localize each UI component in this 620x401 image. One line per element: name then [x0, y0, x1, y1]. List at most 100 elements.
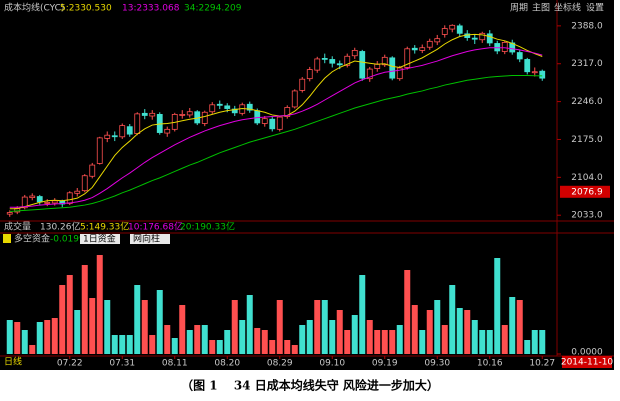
period-label: 日线: [4, 356, 22, 368]
candle-body: [396, 67, 403, 80]
candle-body: [36, 196, 43, 203]
candle-body: [164, 128, 171, 134]
candle-body: [516, 52, 523, 60]
selector[interactable]: [80, 234, 120, 244]
bar: [411, 305, 418, 354]
candle-body: [321, 58, 328, 60]
bar: [471, 320, 478, 354]
candle-body: [186, 111, 193, 116]
bar: [314, 300, 321, 354]
bar: [269, 340, 276, 354]
bar: [509, 297, 516, 354]
bar: [74, 310, 81, 354]
candle-body: [306, 69, 313, 80]
bar: [126, 335, 133, 354]
candle-body: [6, 212, 13, 215]
candle-body: [179, 114, 186, 116]
bar: [539, 330, 546, 354]
bar: [96, 255, 103, 354]
candle-body: [449, 24, 456, 30]
y-tick-label: 2246.0: [571, 97, 603, 107]
legend-entry: 34:2294.209: [184, 4, 242, 14]
bar: [516, 300, 523, 354]
x-tick-label: 10.16: [477, 359, 503, 369]
volume-value: 130.26亿: [40, 221, 81, 233]
bar: [449, 285, 456, 354]
bar: [479, 330, 486, 354]
candle-body: [359, 51, 366, 79]
cursor-date: 2014-11-10: [561, 358, 614, 368]
candle-body: [59, 200, 66, 205]
x-tick-label: 09.10: [319, 359, 345, 369]
candle-body: [96, 137, 103, 164]
bar: [396, 325, 403, 354]
bar: [134, 285, 141, 354]
candle-body: [246, 103, 253, 111]
bar: [209, 340, 216, 354]
candle-body: [66, 192, 73, 204]
selector[interactable]: [130, 234, 170, 244]
bar: [239, 320, 246, 354]
volume-ma: 10:176.68亿: [128, 221, 183, 233]
toolbar-item[interactable]: 坐标线: [554, 2, 581, 14]
volume-label: 成交量: [4, 221, 31, 233]
candle-body: [29, 195, 36, 198]
bar: [141, 300, 148, 354]
candle-body: [456, 25, 463, 34]
caption: （图 1 34 日成本均线失守 风险进一步加大）: [181, 378, 439, 393]
toolbar-item[interactable]: 周期: [510, 3, 528, 14]
candle-body: [149, 112, 156, 117]
bar: [306, 320, 313, 354]
candle-body: [261, 118, 268, 124]
selector-text[interactable]: 网向柱: [133, 233, 160, 245]
bar: [21, 330, 28, 354]
bar: [171, 338, 178, 354]
candle-body: [344, 55, 351, 66]
cursor-price: 2076.9: [571, 187, 603, 197]
bar: [531, 330, 538, 354]
candle-body: [216, 103, 223, 106]
bar: [261, 330, 268, 354]
indicator-title: 成本均线(CYC): [4, 2, 64, 14]
x-tick-label: 10.27: [529, 359, 555, 369]
candle-body: [104, 134, 111, 139]
flow-current: -0.0199: [50, 235, 85, 245]
candle-body: [419, 47, 426, 51]
candle-body: [524, 59, 531, 73]
candle-body: [366, 68, 373, 80]
candle-body: [74, 190, 81, 194]
selector-text[interactable]: 1日资金: [83, 233, 116, 245]
y-tick-label: 2104.0: [571, 173, 603, 183]
legend-entry: 5:2330.530: [60, 4, 112, 14]
ma-line: [9, 47, 543, 208]
bar: [291, 345, 298, 354]
bar: [426, 310, 433, 354]
toolbar-item[interactable]: 设置: [586, 3, 604, 14]
y-tick-label: 2175.0: [571, 135, 603, 145]
bar: [51, 318, 58, 354]
candle-body: [224, 105, 231, 109]
x-tick-label: 07.31: [109, 359, 135, 369]
help-icon[interactable]: [3, 234, 11, 243]
candle-body: [531, 71, 538, 74]
cursor-price-box: [560, 185, 610, 198]
x-tick-label: 08.20: [214, 359, 240, 369]
candle-body: [276, 116, 283, 130]
candle-body: [434, 38, 441, 43]
toolbar-item[interactable]: 主图: [532, 2, 550, 14]
bar: [59, 285, 66, 354]
bar: [186, 330, 193, 354]
candle-body: [389, 57, 396, 79]
bar: [6, 320, 13, 354]
candle-body: [404, 48, 411, 68]
bar: [29, 345, 36, 354]
candle-body: [509, 42, 516, 53]
candle-body: [426, 40, 433, 48]
candle-body: [201, 111, 208, 124]
bar: [224, 330, 231, 354]
candle-body: [299, 78, 306, 91]
candle-body: [291, 90, 298, 108]
bar: [419, 330, 426, 354]
bar: [164, 325, 171, 354]
